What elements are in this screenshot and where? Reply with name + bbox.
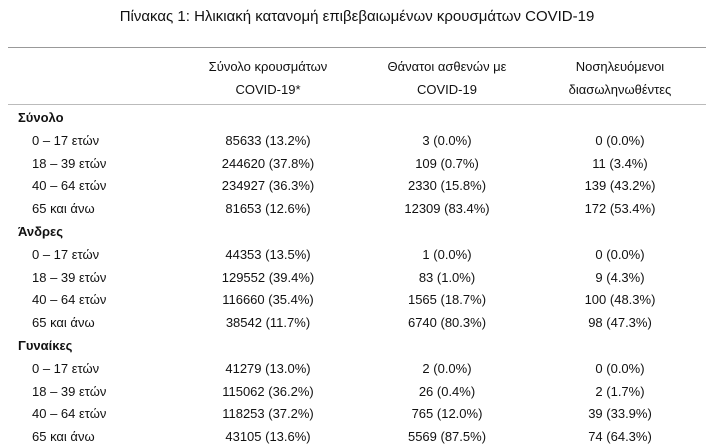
table-cell: 2330 (15.8%)	[407, 178, 487, 194]
group-label: Σύνολο	[18, 110, 64, 125]
column-header: COVID-19	[417, 82, 477, 97]
group-label: Γυναίκες	[18, 338, 73, 353]
table-cell: 765 (12.0%)	[411, 406, 483, 422]
column-header: Θάνατοι ασθενών με	[387, 59, 507, 74]
table-cell: 115062 (36.2%)	[222, 383, 314, 399]
table-cell: 3 (0.0%)	[422, 132, 472, 148]
table-cell: 74 (64.3%)	[588, 429, 652, 445]
table-cell: 85633 (13.2%)	[225, 132, 311, 148]
row-label: 0 – 17 ετών	[32, 132, 100, 148]
table-cell: 100 (48.3%)	[584, 292, 656, 308]
table-cell: 98 (47.3%)	[588, 315, 652, 331]
table-cell: 38542 (11.7%)	[225, 315, 311, 331]
group-label: Άνδρες	[18, 224, 63, 239]
table-cell: 6740 (80.3%)	[407, 315, 487, 331]
row-label: 18 – 39 ετών	[32, 383, 107, 399]
row-label: 65 και άνω	[32, 201, 95, 217]
column-header: Σύνολο κρουσμάτων	[208, 59, 328, 74]
table-cell: 244620 (37.8%)	[221, 155, 315, 171]
table-cell: 2 (0.0%)	[422, 360, 472, 376]
table-cell: 172 (53.4%)	[584, 201, 656, 217]
column-header: διασωληνωθέντες	[568, 82, 672, 97]
row-label: 40 – 64 ετών	[32, 178, 107, 194]
table-cell: 234927 (36.3%)	[221, 178, 315, 194]
column-header: COVID-19*	[235, 82, 301, 97]
table-cell: 83 (1.0%)	[418, 269, 476, 285]
table-cell: 43105 (13.6%)	[225, 429, 311, 445]
table-cell: 109 (0.7%)	[415, 155, 479, 171]
table-cell: 12309 (83.4%)	[404, 201, 490, 217]
row-label: 18 – 39 ετών	[32, 155, 107, 171]
row-label: 40 – 64 ετών	[32, 292, 107, 308]
table-cell: 5569 (87.5%)	[407, 429, 487, 445]
row-label: 18 – 39 ετών	[32, 269, 107, 285]
table-cell: 118253 (37.2%)	[222, 406, 314, 422]
table-cell: 9 (4.3%)	[595, 269, 645, 285]
table-cell: 116660 (35.4%)	[222, 292, 314, 308]
table-cell: 2 (1.7%)	[595, 383, 645, 399]
column-header: Νοσηλευόμενοι	[575, 59, 665, 74]
table-cell: 1565 (18.7%)	[407, 292, 487, 308]
table-cell: 81653 (12.6%)	[225, 201, 311, 217]
table-cell: 39 (33.9%)	[588, 406, 652, 422]
row-label: 65 και άνω	[32, 429, 95, 445]
table-cell: 41279 (13.0%)	[225, 360, 311, 376]
table-title: Πίνακας 1: Ηλικιακή κατανομή επιβεβαιωμέ…	[119, 8, 595, 25]
table-cell: 26 (0.4%)	[418, 383, 476, 399]
table-cell: 139 (43.2%)	[584, 178, 656, 194]
table-cell: 0 (0.0%)	[595, 360, 645, 376]
table-cell: 1 (0.0%)	[422, 246, 472, 262]
table-cell: 129552 (39.4%)	[221, 269, 315, 285]
row-label: 65 και άνω	[32, 315, 95, 331]
table-cell: 44353 (13.5%)	[225, 246, 311, 262]
table-cell: 11 (3.4%)	[592, 155, 648, 171]
header-rule	[8, 104, 706, 105]
table-cell: 0 (0.0%)	[595, 246, 645, 262]
row-label: 0 – 17 ετών	[32, 246, 100, 262]
row-label: 40 – 64 ετών	[32, 406, 107, 422]
table-cell: 0 (0.0%)	[595, 132, 645, 148]
row-label: 0 – 17 ετών	[32, 360, 100, 376]
top-rule	[8, 47, 706, 48]
